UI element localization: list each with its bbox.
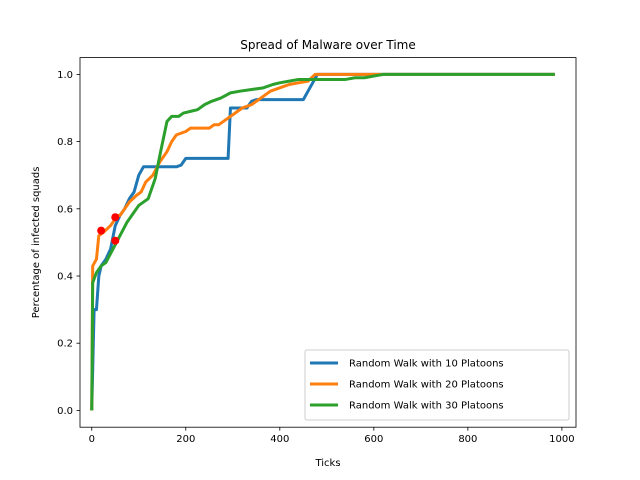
x-tick-label: 1000	[549, 434, 574, 445]
legend-box	[304, 349, 570, 421]
x-tick-label: 800	[458, 434, 477, 445]
legend-label-1: Random Walk with 10 Platoons	[349, 359, 504, 370]
y-tick-label: 0.2	[57, 339, 73, 350]
x-tick-label: 0	[89, 434, 95, 445]
x-axis-label: Ticks	[314, 458, 340, 469]
legend-label-2: Random Walk with 20 Platoons	[349, 380, 504, 391]
marker-layer	[97, 213, 120, 245]
legend: Random Walk with 10 Platoons Random Walk …	[304, 349, 570, 421]
series-line-1	[90, 72, 555, 411]
x-axis-ticks: 0 200 400 600 800 1000	[89, 427, 575, 445]
legend-label-3: Random Walk with 30 Platoons	[349, 401, 504, 412]
marker-point-3	[111, 213, 120, 222]
legend-items: Random Walk with 10 Platoons Random Walk …	[310, 359, 504, 412]
series-line-2	[90, 72, 555, 411]
series-line-3	[90, 72, 555, 411]
chart-title: Spread of Malware over Time	[240, 38, 415, 52]
y-tick-label: 0.8	[57, 137, 73, 148]
x-tick-label: 400	[270, 434, 289, 445]
x-tick-label: 600	[364, 434, 383, 445]
y-axis-label: Percentage of infected squads	[31, 167, 42, 319]
y-tick-label: 0.6	[57, 204, 73, 215]
y-axis-ticks: 0.0 0.2 0.4 0.6 0.8 1.0	[57, 70, 80, 417]
x-tick-label: 200	[176, 434, 195, 445]
series-layer	[90, 72, 555, 411]
y-tick-label: 0.0	[57, 406, 73, 417]
marker-point-2	[111, 236, 120, 245]
y-tick-label: 0.4	[57, 272, 73, 283]
plot-frame	[79, 57, 577, 428]
y-tick-label: 1.0	[57, 70, 73, 81]
marker-point-1	[97, 226, 106, 235]
